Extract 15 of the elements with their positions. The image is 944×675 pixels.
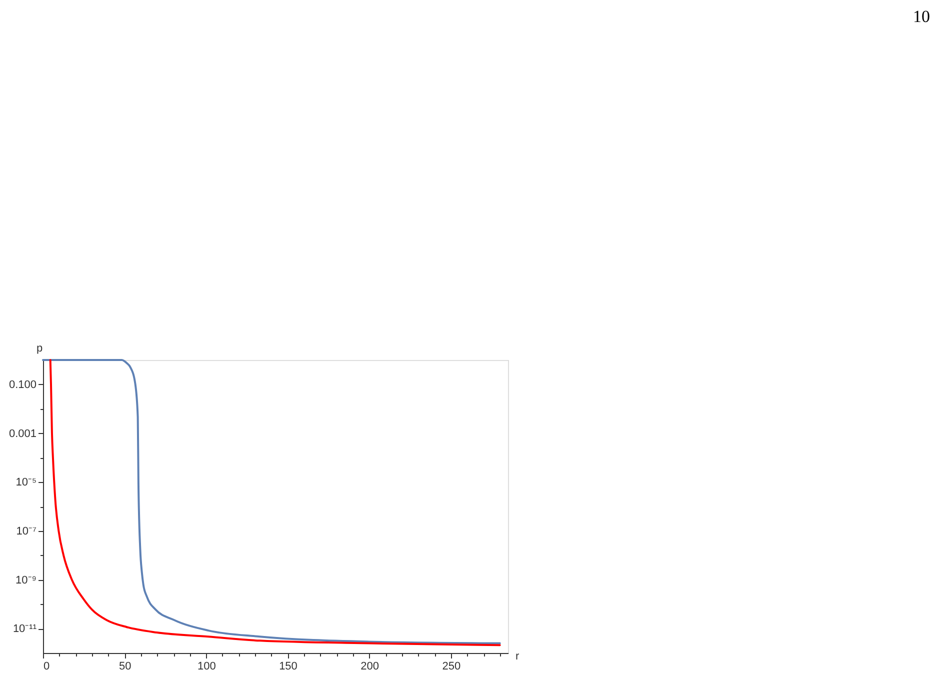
y-axis-title: p xyxy=(36,342,43,354)
x-axis-title: r xyxy=(516,650,520,662)
y-tick-label: 10⁻¹¹ xyxy=(12,623,37,636)
x-tick-label: 200 xyxy=(360,660,379,672)
x-tick-label: 250 xyxy=(442,660,461,672)
x-tick-label: 100 xyxy=(197,660,216,672)
text: 10 xyxy=(913,7,930,26)
y-tick-label: 10⁻⁹ xyxy=(16,574,36,586)
x-tick-label: 150 xyxy=(279,660,298,672)
y-tick-label: 0.001 xyxy=(8,428,36,440)
y-tick-label: 10⁻⁷ xyxy=(16,525,37,538)
y-tick-label: 10⁻⁵ xyxy=(16,476,36,489)
y-tick-label: 0.100 xyxy=(8,378,36,391)
x-tick-label: 50 xyxy=(118,660,132,672)
x-tick-label: 0 xyxy=(44,660,50,672)
